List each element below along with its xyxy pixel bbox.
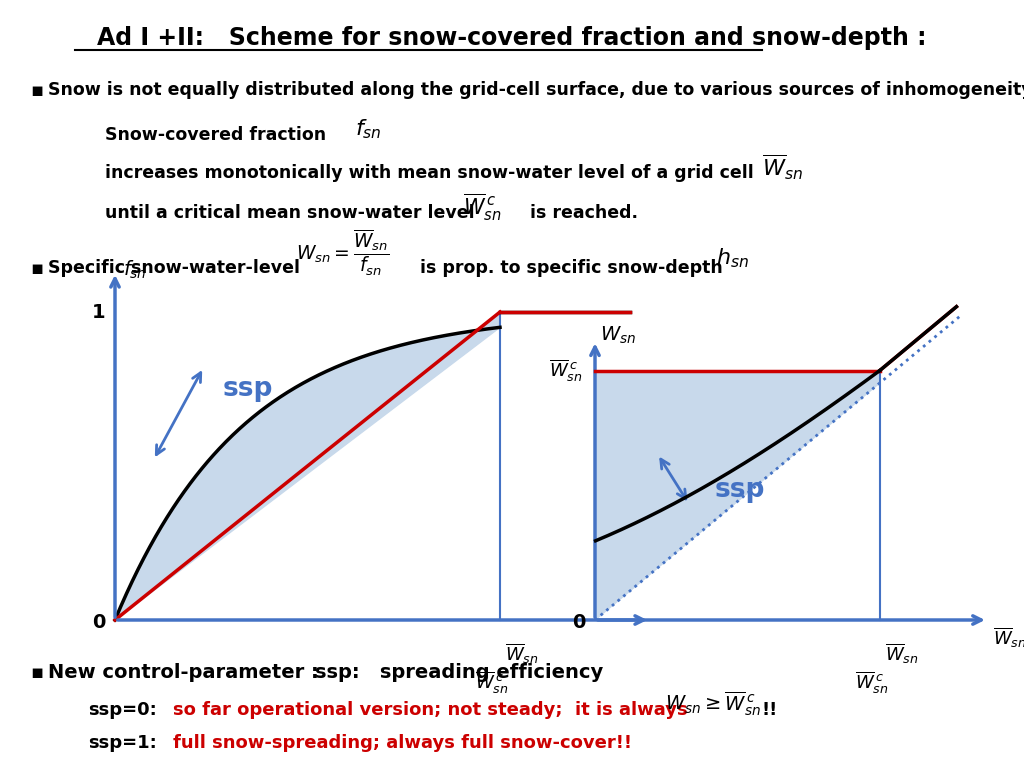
Text: so far operational version; not steady;  it is always: so far operational version; not steady; …: [173, 701, 688, 719]
Text: $\overline{W}^{\,c}_{sn}$: $\overline{W}^{\,c}_{sn}$: [549, 357, 583, 384]
Text: $\overline{W}^{\,c}_{sn}$: $\overline{W}^{\,c}_{sn}$: [463, 191, 502, 223]
Polygon shape: [115, 312, 500, 620]
Text: $\mathit{h}_{sn}$: $\mathit{h}_{sn}$: [716, 247, 749, 270]
Text: Snow is not equally distributed along the grid-cell surface, due to various sour: Snow is not equally distributed along th…: [48, 81, 1024, 99]
Text: 0: 0: [92, 613, 105, 631]
Text: 1: 1: [92, 303, 105, 322]
Text: ssp=0:: ssp=0:: [88, 701, 157, 719]
Text: $W_{sn} \geq \overline{W}^{\,c}_{sn}$: $W_{sn} \geq \overline{W}^{\,c}_{sn}$: [665, 690, 761, 718]
Text: $\overline{W}_{sn}$: $\overline{W}_{sn}$: [885, 642, 919, 667]
Text: ssp: ssp: [715, 477, 765, 503]
Text: Specific snow-water-level: Specific snow-water-level: [48, 259, 300, 277]
Text: ssp: ssp: [223, 376, 273, 402]
Text: !!: !!: [762, 701, 778, 719]
Text: ssp=1:: ssp=1:: [88, 734, 157, 752]
Polygon shape: [115, 312, 500, 620]
Polygon shape: [595, 371, 880, 620]
Text: ssp:   spreading efficiency: ssp: spreading efficiency: [315, 664, 603, 683]
Text: increases monotonically with mean snow-water level of a grid cell: increases monotonically with mean snow-w…: [105, 164, 754, 182]
Text: $\overline{W}^{\,c}_{sn}$: $\overline{W}^{\,c}_{sn}$: [475, 670, 509, 697]
Text: ▪: ▪: [30, 81, 43, 100]
Text: 0: 0: [572, 613, 586, 631]
Text: full snow-spreading; always full snow-cover!!: full snow-spreading; always full snow-co…: [173, 734, 632, 752]
Text: $\mathit{f}_{sn}$: $\mathit{f}_{sn}$: [355, 118, 382, 141]
Text: $\overline{W}_{sn}$: $\overline{W}_{sn}$: [762, 153, 803, 181]
Text: New control-parameter :: New control-parameter :: [48, 664, 318, 683]
Text: $W_{sn} = \dfrac{\overline{W}_{sn}}{f_{sn}}$: $W_{sn} = \dfrac{\overline{W}_{sn}}{f_{s…: [296, 228, 390, 278]
Text: ▪: ▪: [30, 664, 43, 683]
Text: ▪: ▪: [30, 259, 43, 277]
Text: is reached.: is reached.: [530, 204, 638, 222]
Text: $\overline{W}^{\,c}_{sn}$: $\overline{W}^{\,c}_{sn}$: [855, 670, 889, 697]
Text: Ad I +II:   Scheme for snow-covered fraction and snow-depth :: Ad I +II: Scheme for snow-covered fracti…: [97, 26, 927, 50]
Text: until a critical mean snow-water level: until a critical mean snow-water level: [105, 204, 475, 222]
Text: $\mathit{f}_{sn}$: $\mathit{f}_{sn}$: [123, 259, 146, 281]
Text: $\overline{W}_{sn}$: $\overline{W}_{sn}$: [505, 642, 539, 667]
Text: Snow-covered fraction: Snow-covered fraction: [105, 126, 326, 144]
Text: $\overline{W}_{sn}$: $\overline{W}_{sn}$: [993, 626, 1024, 650]
Text: $W_{sn}$: $W_{sn}$: [600, 325, 636, 346]
Text: is prop. to specific snow-depth: is prop. to specific snow-depth: [420, 259, 723, 277]
